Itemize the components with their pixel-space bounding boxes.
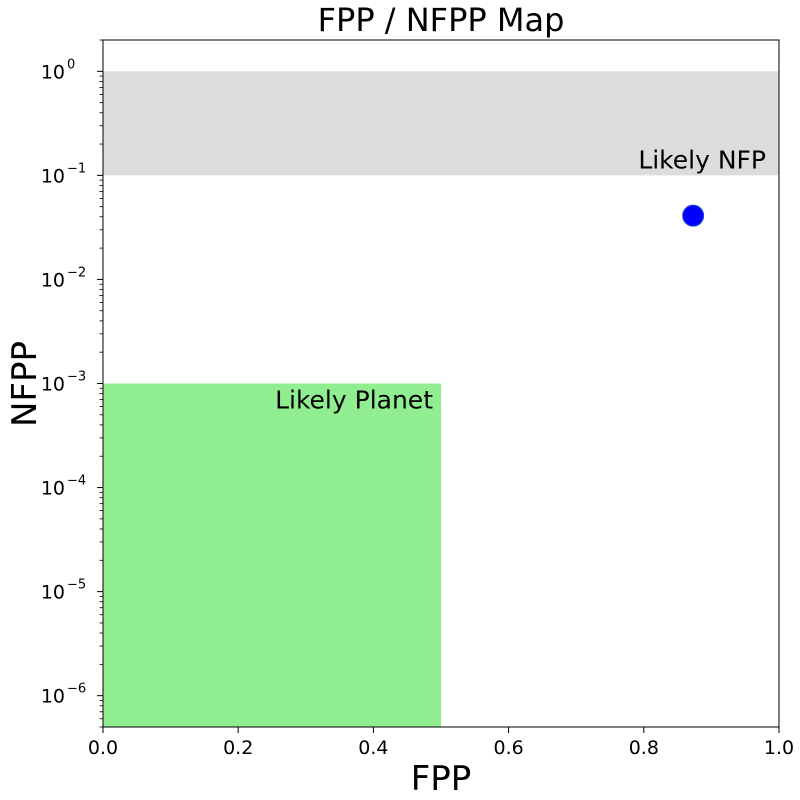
region-annotations: Likely NFP Likely Planet <box>275 145 766 414</box>
x-tick-label: 0.2 <box>223 737 253 759</box>
data-point <box>682 204 705 227</box>
y-tick-exponent: −2 <box>67 265 86 280</box>
y-tick-exponent: −3 <box>67 370 86 385</box>
y-axis-label: NFPP <box>5 341 45 427</box>
y-tick-exponent: 0 <box>67 57 75 72</box>
x-tick-label: 0.6 <box>493 737 523 759</box>
annotation-likely-planet: Likely Planet <box>275 386 433 415</box>
y-tick-label: 10 <box>41 686 65 708</box>
y-tick-exponent: −6 <box>67 682 86 697</box>
x-tick-label: 0.8 <box>629 737 659 759</box>
y-tick-label: 10 <box>41 269 65 291</box>
region-likely-planet <box>103 383 441 727</box>
x-axis-ticks: 0.0 0.2 0.4 0.6 0.8 1.0 <box>88 727 794 759</box>
y-tick-label: 10 <box>41 478 65 500</box>
x-tick-label: 0.0 <box>88 737 118 759</box>
x-tick-label: 0.4 <box>358 737 388 759</box>
y-tick-label: 10 <box>41 374 65 396</box>
x-tick-label: 1.0 <box>764 737 794 759</box>
x-axis-label: FPP <box>411 759 472 799</box>
y-tick-exponent: −5 <box>67 578 86 593</box>
y-tick-label: 10 <box>41 582 65 604</box>
shaded-regions <box>103 71 779 727</box>
y-tick-label: 10 <box>41 165 65 187</box>
y-tick-exponent: −4 <box>67 474 86 489</box>
y-tick-label: 10 <box>41 61 65 83</box>
annotation-likely-nfp: Likely NFP <box>638 145 766 174</box>
chart-title: FPP / NFPP Map <box>318 1 565 39</box>
y-tick-exponent: −1 <box>67 161 86 176</box>
region-likely-nfp <box>103 71 779 176</box>
data-points <box>682 204 705 227</box>
